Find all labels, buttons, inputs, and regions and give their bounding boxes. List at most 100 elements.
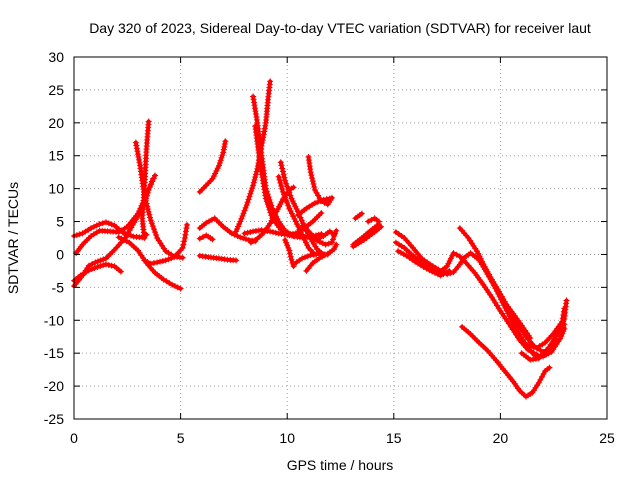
- data-point: [450, 250, 457, 257]
- data-point: [108, 221, 115, 228]
- data-point: [121, 236, 128, 243]
- data-point: [283, 239, 290, 246]
- data-point: [477, 255, 484, 262]
- data-point: [209, 236, 216, 243]
- data-point: [277, 179, 284, 186]
- data-point: [241, 230, 248, 237]
- data-point: [311, 200, 318, 207]
- data-point: [276, 176, 283, 183]
- data-marks: [71, 78, 570, 400]
- data-point: [279, 185, 286, 192]
- data-point: [89, 260, 96, 267]
- data-point: [149, 175, 156, 182]
- data-point: [560, 308, 567, 315]
- data-point: [330, 236, 337, 243]
- data-point: [559, 318, 566, 325]
- data-point: [307, 169, 314, 176]
- series-s39: [508, 323, 540, 358]
- data-point: [148, 178, 155, 185]
- data-point: [274, 215, 281, 222]
- data-point: [239, 213, 246, 220]
- x-tick-label: 20: [493, 430, 509, 446]
- data-point: [246, 193, 253, 200]
- data-point: [215, 162, 222, 169]
- series-s37: [525, 305, 568, 351]
- data-point: [182, 228, 189, 235]
- data-point: [279, 165, 286, 172]
- data-point: [317, 197, 324, 204]
- data-point: [147, 181, 154, 188]
- data-point: [162, 257, 169, 264]
- data-point: [237, 234, 244, 241]
- data-point: [533, 351, 540, 358]
- y-tick-label: -20: [44, 378, 64, 394]
- data-point: [498, 296, 505, 303]
- data-point: [358, 210, 365, 217]
- series-s7: [115, 234, 184, 292]
- data-point: [145, 186, 152, 193]
- data-point: [247, 229, 254, 236]
- data-point: [261, 125, 268, 132]
- series-s35: [473, 248, 568, 360]
- data-point: [476, 253, 483, 260]
- data-point: [292, 218, 299, 225]
- data-point: [132, 139, 139, 146]
- x-tick-label: 0: [70, 430, 78, 446]
- data-point: [149, 223, 156, 230]
- x-tick-label: 5: [177, 430, 185, 446]
- x-tick-label: 15: [386, 430, 402, 446]
- data-point: [323, 196, 330, 203]
- data-point: [133, 142, 140, 149]
- data-point: [278, 182, 285, 189]
- data-point: [134, 151, 141, 158]
- data-point: [283, 180, 290, 187]
- data-point: [220, 149, 227, 156]
- data-point: [267, 209, 274, 216]
- data-point: [333, 227, 340, 234]
- data-point: [503, 307, 510, 314]
- data-point: [530, 344, 537, 351]
- data-point: [275, 173, 282, 180]
- data-point: [180, 241, 187, 248]
- data-point: [88, 225, 95, 232]
- data-point: [221, 143, 228, 150]
- data-point: [250, 182, 257, 189]
- y-tick-label: 20: [48, 115, 64, 131]
- axis-ticks: 0 5 10 15 20 25 -25 -20 -15 -10 -5 0 5 10 15 20 25 30: [44, 49, 615, 446]
- data-point: [290, 213, 297, 220]
- data-point: [291, 200, 298, 207]
- data-point: [475, 250, 482, 257]
- data-point: [317, 234, 324, 241]
- data-point: [322, 241, 329, 248]
- plot-frame: [73, 56, 608, 420]
- series-s8: [141, 221, 190, 267]
- data-point: [144, 259, 151, 266]
- data-point: [261, 128, 268, 135]
- data-point: [262, 195, 269, 202]
- series-line: [300, 224, 337, 242]
- data-point: [147, 217, 154, 224]
- data-point: [150, 260, 157, 267]
- data-point: [144, 206, 151, 213]
- series-s12: [196, 252, 240, 264]
- data-point: [141, 257, 148, 264]
- series-s16: [241, 209, 325, 238]
- data-point: [85, 262, 92, 269]
- data-point: [309, 178, 316, 185]
- y-tick-label: 30: [48, 49, 64, 65]
- data-point: [446, 267, 453, 274]
- data-point: [252, 171, 259, 178]
- data-point: [281, 174, 288, 181]
- data-point: [287, 192, 294, 199]
- data-point: [177, 285, 184, 292]
- data-point: [281, 191, 288, 198]
- data-point: [284, 183, 291, 190]
- x-tick-label: 25: [599, 430, 615, 446]
- series-s29: [365, 215, 382, 225]
- series-s10: [196, 215, 259, 245]
- data-point: [300, 234, 307, 241]
- data-point: [292, 203, 299, 210]
- data-point: [105, 220, 112, 227]
- data-point: [375, 218, 382, 225]
